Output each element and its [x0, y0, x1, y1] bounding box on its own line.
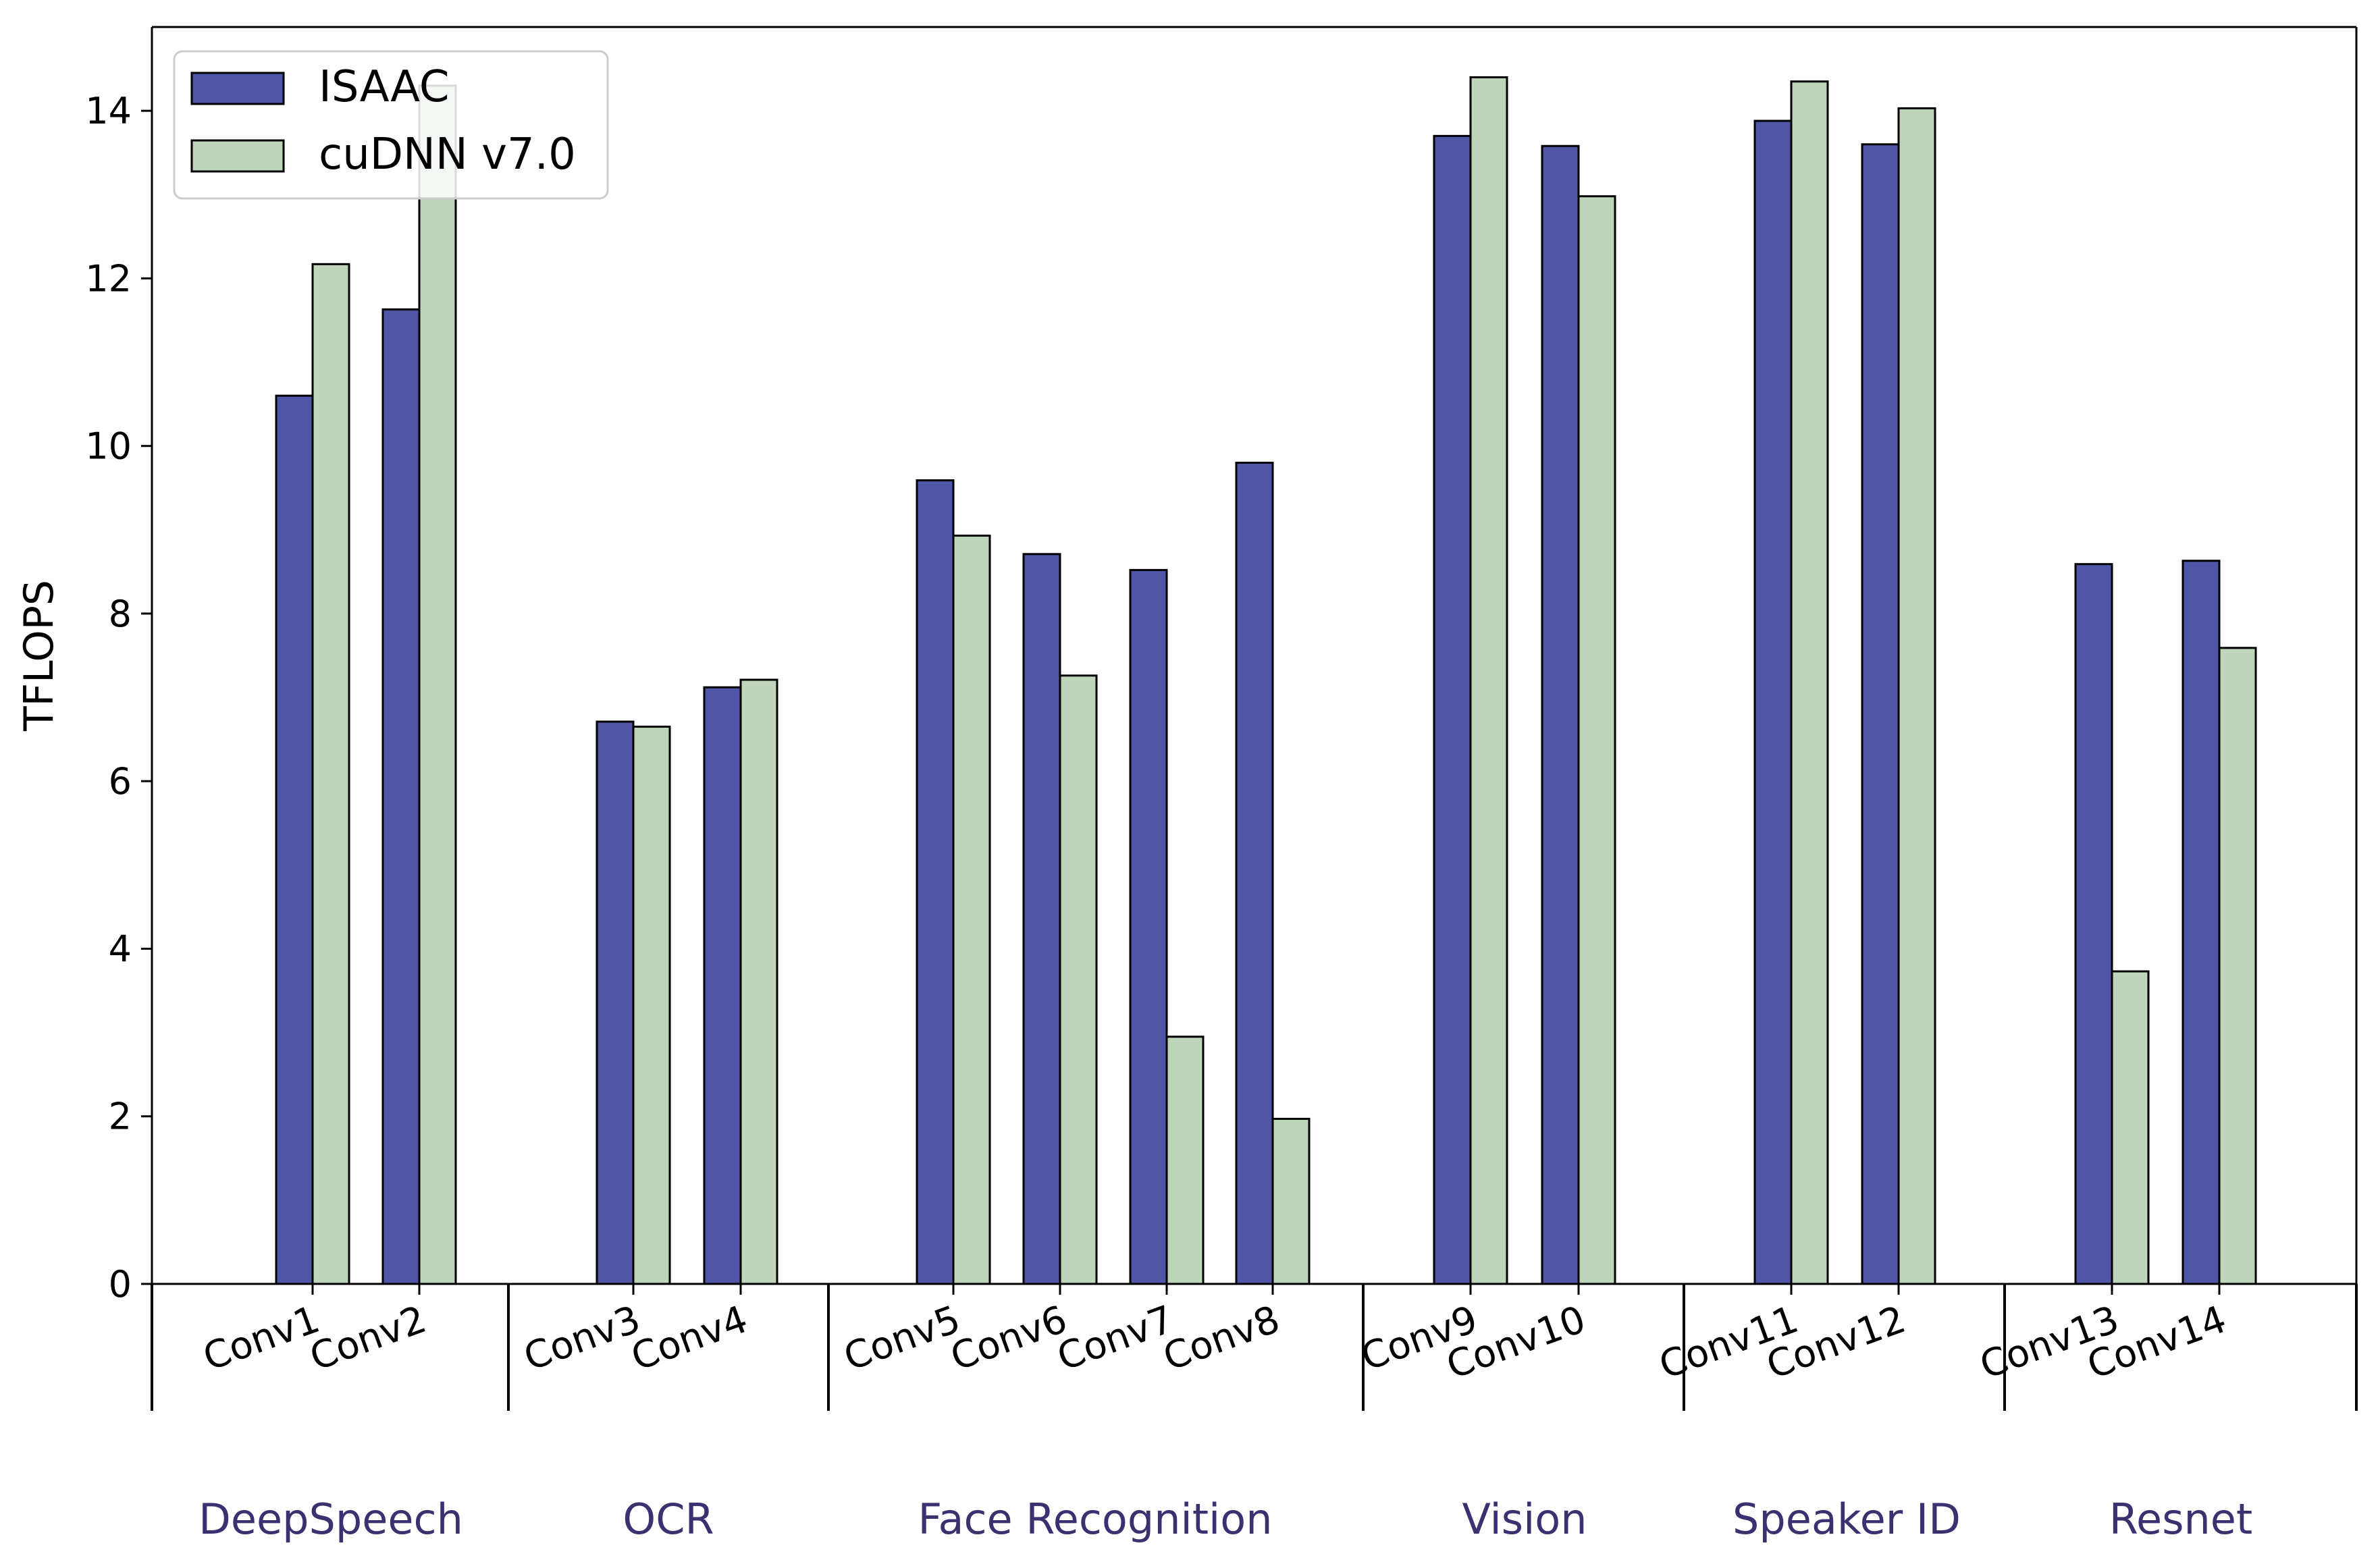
legend-label: ISAAC — [319, 62, 450, 112]
group-label: Vision — [1462, 1495, 1587, 1544]
bar-isaac-conv9 — [1433, 134, 1472, 1285]
y-tick-label: 0 — [109, 1263, 132, 1306]
bar-isaac-conv13 — [2074, 563, 2113, 1285]
bar-cudnn-conv1 — [311, 263, 350, 1285]
group-label: Face Recognition — [918, 1495, 1272, 1544]
bar-cudnn-conv3 — [632, 726, 671, 1285]
bar-isaac-conv6 — [1022, 553, 1061, 1285]
group-label: OCR — [623, 1495, 714, 1544]
bar-isaac-conv5 — [916, 479, 955, 1285]
x-tick-label: Conv8 — [1158, 1297, 1286, 1380]
bar-cudnn-conv13 — [2111, 970, 2150, 1285]
bar-cudnn-conv5 — [952, 534, 991, 1285]
y-axis-label: TFLOPS — [16, 580, 63, 732]
bar-isaac-conv8 — [1235, 461, 1274, 1285]
legend-swatch-isaac — [190, 72, 285, 105]
bar-isaac-conv3 — [596, 720, 635, 1285]
bar-isaac-conv2 — [381, 308, 421, 1285]
x-tick-label: Conv4 — [626, 1297, 753, 1380]
bar-cudnn-conv14 — [2218, 647, 2257, 1285]
group-label: DeepSpeech — [199, 1495, 463, 1544]
bar-cudnn-conv10 — [1577, 195, 1616, 1285]
y-tick-label: 4 — [109, 927, 132, 970]
legend-swatch-cudnn — [190, 139, 285, 173]
bar-isaac-conv1 — [275, 394, 314, 1285]
bar-cudnn-conv12 — [1897, 107, 1936, 1285]
bar-cudnn-conv7 — [1165, 1035, 1205, 1285]
legend-label: cuDNN v7.0 — [319, 130, 576, 180]
bar-cudnn-conv9 — [1469, 76, 1508, 1285]
legend: ISAAC cuDNN v7.0 — [173, 50, 609, 200]
y-tick-label: 12 — [85, 257, 132, 300]
bar-isaac-conv4 — [703, 686, 742, 1285]
bar-cudnn-conv11 — [1790, 80, 1829, 1285]
x-tick-label: Conv2 — [305, 1297, 432, 1380]
bar-cudnn-conv4 — [739, 678, 778, 1285]
bar-cudnn-conv6 — [1059, 674, 1098, 1285]
y-tick-label: 14 — [85, 90, 132, 132]
y-tick-label: 8 — [109, 593, 132, 635]
group-label: Speaker ID — [1733, 1495, 1961, 1544]
bar-isaac-conv11 — [1753, 119, 1793, 1285]
bar-cudnn-conv8 — [1271, 1117, 1311, 1285]
bar-isaac-conv14 — [2181, 560, 2221, 1285]
bar-isaac-conv7 — [1129, 568, 1168, 1285]
y-tick-label: 10 — [85, 425, 132, 468]
bar-isaac-conv10 — [1541, 144, 1580, 1285]
y-tick-label: 2 — [109, 1096, 132, 1138]
bar-cudnn-conv2 — [418, 84, 457, 1285]
bar-isaac-conv12 — [1861, 143, 1900, 1285]
group-label: Resnet — [2109, 1495, 2253, 1544]
y-tick-label: 6 — [109, 760, 132, 803]
